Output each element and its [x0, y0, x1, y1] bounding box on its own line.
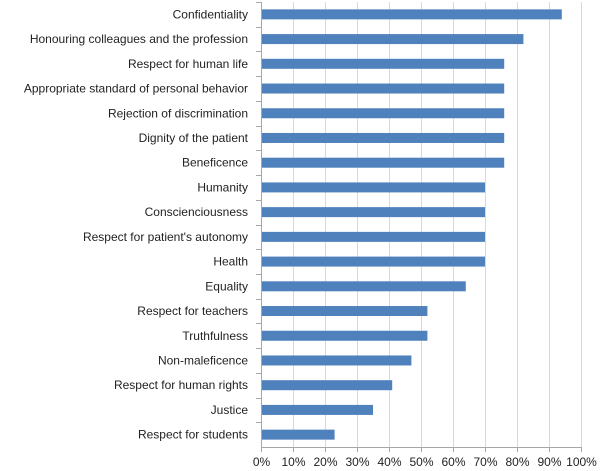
bar [262, 355, 412, 366]
bar [262, 83, 505, 94]
bar [262, 429, 335, 440]
category-label: Honouring colleagues and the profession [30, 32, 248, 46]
category-label: Confidentiality [173, 7, 248, 21]
x-tick-label: 60% [441, 455, 465, 469]
x-tick-label: 100% [566, 455, 597, 469]
category-label: Non-maleficence [158, 353, 248, 367]
x-tick-label: 20% [313, 455, 337, 469]
x-tick-label: 90% [537, 455, 561, 469]
category-label: Respect for teachers [137, 304, 248, 318]
bar [262, 231, 485, 242]
category-label: Appropriate standard of personal behavio… [24, 82, 248, 96]
bars [262, 9, 562, 440]
category-label: Truthfulness [182, 329, 248, 343]
category-label: Rejection of discrimination [108, 106, 248, 120]
bar [262, 330, 428, 341]
category-label: Justice [211, 403, 249, 417]
category-label: Humanity [197, 180, 248, 194]
x-tick-label: 30% [345, 455, 369, 469]
category-label: Health [213, 255, 248, 269]
category-label: Conscienciousness [145, 205, 248, 219]
bar [262, 58, 505, 69]
bar [262, 256, 485, 267]
category-label: Respect for patient's autonomy [83, 230, 248, 244]
gridlines [293, 2, 582, 447]
x-tick-label: 40% [377, 455, 401, 469]
x-tick-label: 70% [473, 455, 497, 469]
bar [262, 132, 505, 143]
x-tick-label: 80% [505, 455, 529, 469]
bar [262, 182, 485, 193]
axes [256, 2, 582, 452]
bar [262, 380, 393, 391]
bar [262, 281, 466, 292]
category-label: Dignity of the patient [139, 131, 249, 145]
category-label: Respect for students [138, 428, 248, 442]
category-label: Respect for human life [128, 57, 248, 71]
category-label: Respect for human rights [114, 378, 248, 392]
category-labels: Confidentiality Honouring colleagues and … [24, 7, 249, 441]
category-label: Equality [205, 279, 248, 293]
x-tick-label: 10% [281, 455, 305, 469]
bar [262, 306, 428, 317]
bar [262, 157, 505, 168]
bar [262, 207, 485, 218]
bar [262, 108, 505, 119]
x-tick-label: 50% [409, 455, 433, 469]
bar [262, 9, 562, 20]
category-label: Beneficence [182, 156, 248, 170]
bar [262, 34, 524, 45]
bar [262, 404, 373, 415]
x-tick-label: 0% [253, 455, 271, 469]
x-tick-labels: 0% 10% 20% 30% 40% 50% 60% 70% 80% 90% 100% [253, 455, 597, 469]
